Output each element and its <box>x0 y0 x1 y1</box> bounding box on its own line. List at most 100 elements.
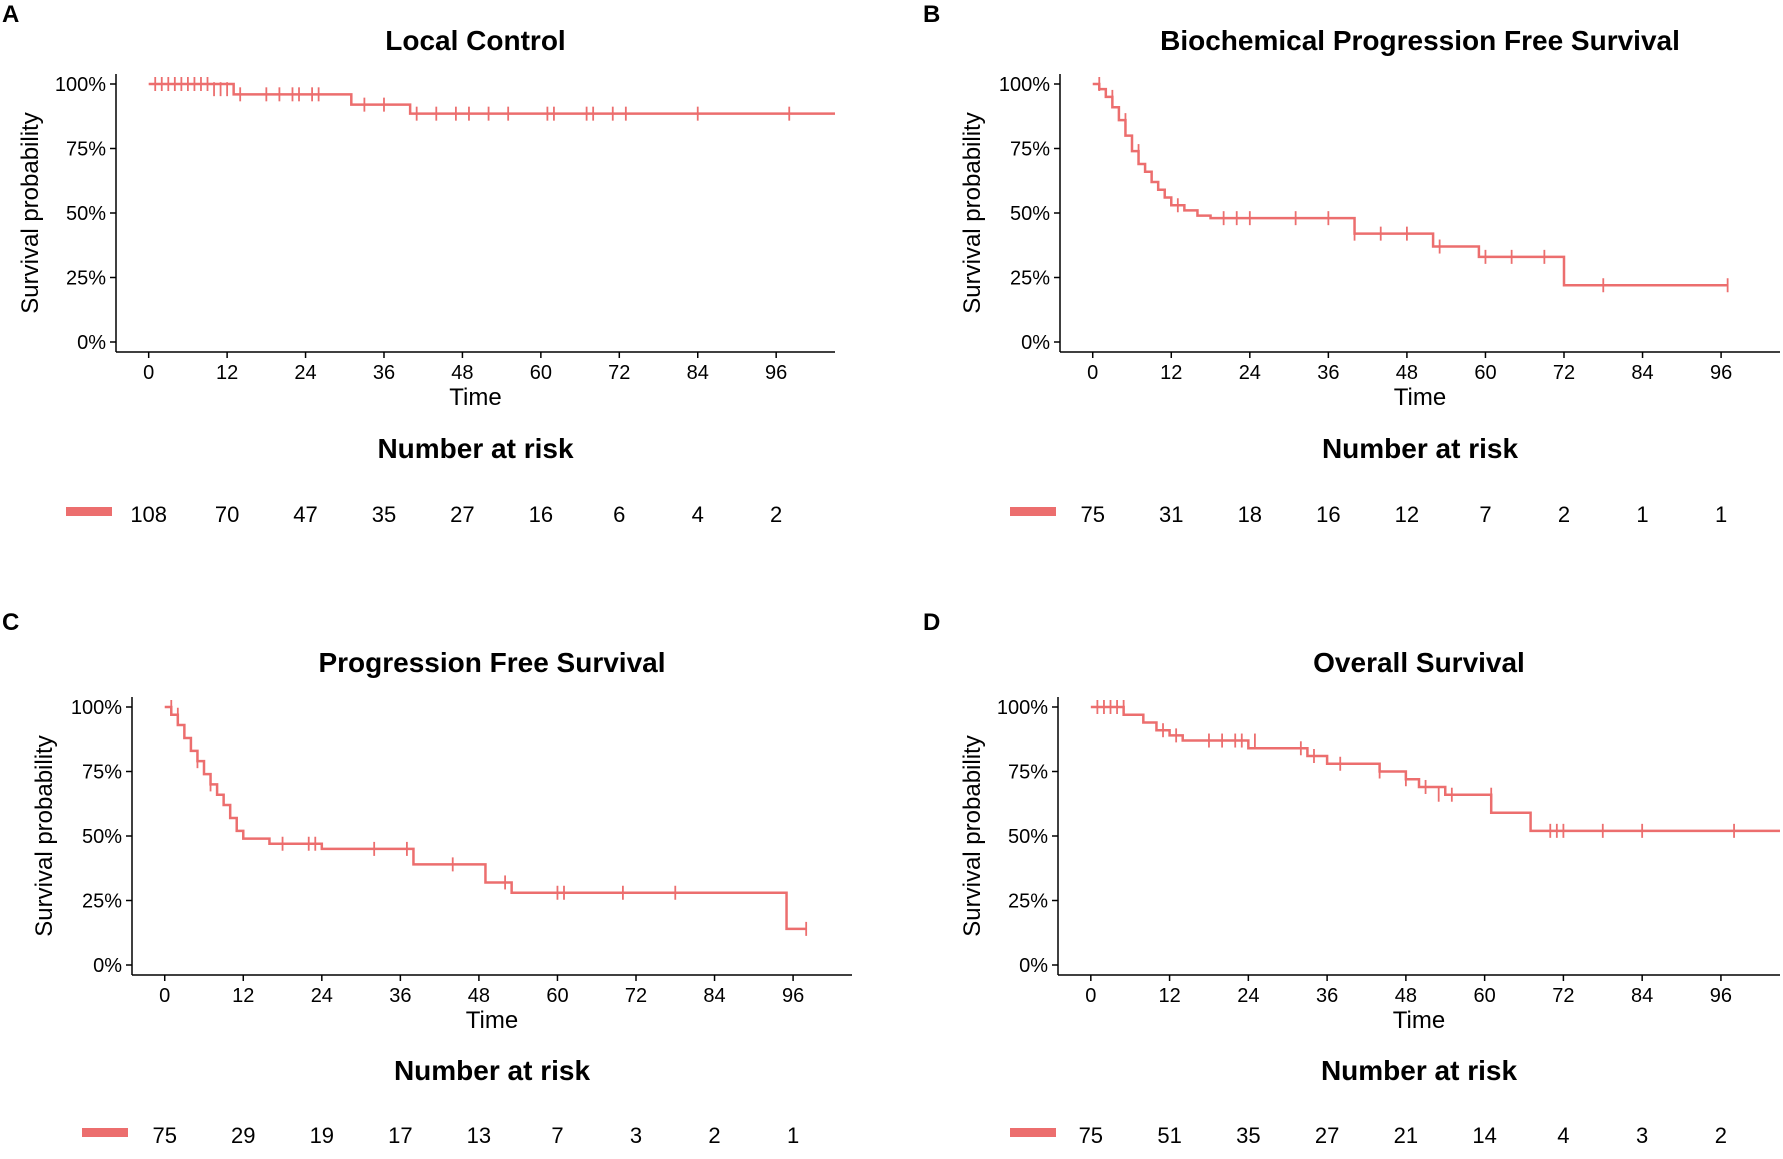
panel-c-xtick-label: 12 <box>232 985 254 1007</box>
panel-a-letter: A <box>2 1 19 28</box>
panel-a-risk-number: 2 <box>770 502 782 527</box>
panel-d-ytick-label: 50% <box>1008 826 1048 848</box>
panel-b-title: Biochemical Progression Free Survival <box>1160 25 1680 56</box>
panel-a-risk-title: Number at risk <box>377 433 573 464</box>
panel-c-xtick-label: 0 <box>159 985 170 1007</box>
panel-d-xtick-label: 60 <box>1474 985 1496 1007</box>
panel-c-y-label: Survival probability <box>31 735 58 936</box>
panel-c-xtick-label: 96 <box>782 985 804 1007</box>
panel-c-risk-number: 1 <box>787 1123 799 1148</box>
panel-d-risk-number: 2 <box>1715 1123 1727 1148</box>
panel-b-survival-curve <box>1092 82 1728 287</box>
panel-b-xtick-label: 60 <box>1474 362 1496 384</box>
panel-a-xtick-label: 48 <box>451 362 473 384</box>
panel-c-xtick-label: 60 <box>546 985 568 1007</box>
panel-d-risk-number: 51 <box>1157 1123 1181 1148</box>
panel-a-xtick-label: 84 <box>687 362 709 384</box>
panel-d-risk-title: Number at risk <box>1321 1055 1517 1086</box>
panel-c-xtick-label: 72 <box>625 985 647 1007</box>
panel-a-ytick-label: 75% <box>66 139 106 161</box>
panel-b-xtick-label: 36 <box>1317 362 1339 384</box>
panel-c-letter: C <box>2 609 19 636</box>
panel-d-xtick-label: 24 <box>1237 985 1259 1007</box>
panel-b-ytick-label: 100% <box>999 74 1050 96</box>
panel-c-ytick-label: 50% <box>82 826 122 848</box>
panel-a-xtick-label: 0 <box>143 362 154 384</box>
panel-c-ytick-label: 25% <box>82 891 122 913</box>
panel-c: C Progression Free Survival 0% 25% 50% 75% 100… <box>2 609 852 1148</box>
panel-d-xtick-label: 96 <box>1710 985 1732 1007</box>
panel-c-survival-curve <box>164 705 807 931</box>
panel-d-xtick-label: 84 <box>1631 985 1653 1007</box>
panel-b-ytick-label: 75% <box>1010 139 1050 161</box>
panel-c-xtick-label: 24 <box>311 985 333 1007</box>
panel-a-ytick-label: 0% <box>77 332 106 354</box>
panel-b-ytick-label: 0% <box>1021 332 1050 354</box>
panel-b-risk-number: 18 <box>1238 502 1262 527</box>
panel-d-title: Overall Survival <box>1313 647 1525 678</box>
panel-b-risk-number: 16 <box>1316 502 1340 527</box>
panel-c-risk-number: 75 <box>152 1123 176 1148</box>
panel-d-risk-number: 3 <box>1636 1123 1648 1148</box>
panel-a-xtick-label: 60 <box>530 362 552 384</box>
panel-d-ytick-label: 100% <box>997 697 1048 719</box>
panel-a-risk-number: 35 <box>372 502 396 527</box>
panel-d-risk-number: 4 <box>1557 1123 1569 1148</box>
panel-d-letter: D <box>923 609 940 636</box>
panel-a-x-label: Time <box>449 384 501 411</box>
panel-a-ytick-label: 50% <box>66 203 106 225</box>
panel-a-risk-number: 16 <box>529 502 553 527</box>
panel-c-ytick-label: 100% <box>71 697 122 719</box>
panel-a-ytick-label: 100% <box>55 74 106 96</box>
panel-b-risk-title: Number at risk <box>1322 433 1518 464</box>
panel-b-xtick-label: 0 <box>1087 362 1098 384</box>
panel-d-ytick-label: 25% <box>1008 891 1048 913</box>
panel-a-survival-curve <box>148 82 835 115</box>
panel-b-risk-number: 7 <box>1479 502 1491 527</box>
panel-d-risk-number: 27 <box>1315 1123 1339 1148</box>
panel-b-x-label: Time <box>1394 384 1446 411</box>
panel-a-ytick-label: 25% <box>66 268 106 290</box>
panel-d-y-label: Survival probability <box>959 735 986 936</box>
panel-c-risk-number: 29 <box>231 1123 255 1148</box>
panel-c-xtick-label: 36 <box>389 985 411 1007</box>
panel-b-xtick-label: 84 <box>1631 362 1653 384</box>
panel-d-risk-number: 75 <box>1079 1123 1103 1148</box>
panel-c-risk-number: 19 <box>310 1123 334 1148</box>
panel-b-xtick-label: 24 <box>1239 362 1261 384</box>
panel-a-risk-number: 108 <box>130 502 167 527</box>
panel-a-risk-legend-swatch <box>66 507 112 516</box>
panel-a-risk-number: 47 <box>293 502 317 527</box>
panel-d-risk-number: 14 <box>1472 1123 1496 1148</box>
panel-b-letter: B <box>923 1 940 28</box>
panel-b-y-label: Survival probability <box>959 112 986 313</box>
panel-a-risk-number: 70 <box>215 502 239 527</box>
panel-c-xtick-label: 84 <box>703 985 725 1007</box>
panel-c-ytick-label: 0% <box>93 955 122 977</box>
panel-d-x-label: Time <box>1393 1007 1445 1034</box>
panel-a-risk-number: 6 <box>613 502 625 527</box>
panel-b-risk-number: 1 <box>1715 502 1727 527</box>
panel-b-risk-number: 75 <box>1080 502 1104 527</box>
panel-d-risk-number: 21 <box>1394 1123 1418 1148</box>
panel-c-ytick-label: 75% <box>82 762 122 784</box>
panel-a-xtick-label: 24 <box>294 362 316 384</box>
panel-b: B Biochemical Progression Free Survival 0%… <box>923 1 1780 527</box>
panel-c-risk-number: 3 <box>630 1123 642 1148</box>
panel-a-xtick-label: 36 <box>373 362 395 384</box>
panel-b-xtick-label: 72 <box>1553 362 1575 384</box>
panel-b-risk-number: 31 <box>1159 502 1183 527</box>
panel-b-risk-number: 1 <box>1636 502 1648 527</box>
panel-b-risk-number: 12 <box>1395 502 1419 527</box>
panel-a-risk-number: 4 <box>692 502 704 527</box>
panel-c-x-label: Time <box>466 1007 518 1034</box>
panel-d-xtick-label: 48 <box>1395 985 1417 1007</box>
panel-c-risk-number: 17 <box>388 1123 412 1148</box>
panel-d-survival-curve <box>1090 705 1780 833</box>
panel-a-xtick-label: 72 <box>608 362 630 384</box>
panel-c-title: Progression Free Survival <box>318 647 665 678</box>
panel-b-xtick-label: 96 <box>1710 362 1732 384</box>
